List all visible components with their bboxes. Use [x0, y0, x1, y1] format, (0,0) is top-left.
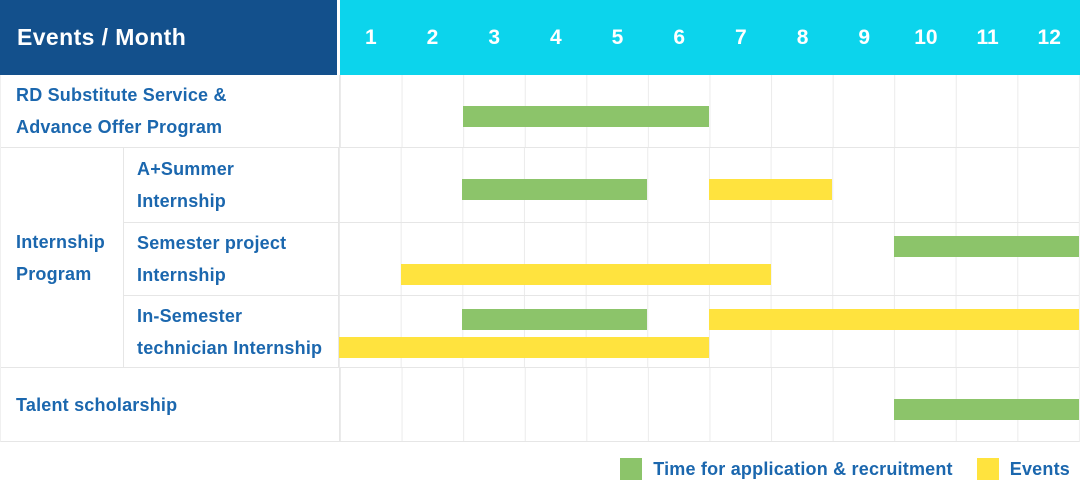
month-label: 9: [858, 25, 871, 49]
row-label-line: Internship: [137, 265, 227, 285]
month-label: 5: [611, 25, 624, 49]
row-label-line: Semester project: [137, 233, 287, 253]
group-label-line: Program: [16, 263, 92, 284]
gantt-track-talent-scholarship: [340, 368, 1079, 441]
gantt-bar-event: [400, 264, 771, 285]
row-label-line: Internship: [137, 191, 227, 211]
month-label: 11: [976, 25, 999, 49]
legend-label: Time for application & recruitment: [653, 458, 953, 479]
month-label: 6: [673, 25, 686, 49]
gantt-bar-application_recruitment: [894, 399, 1079, 420]
row-label-semester-project: Semester project Internship: [124, 223, 339, 295]
header-events-month-cell: Events / Month: [0, 0, 337, 75]
header-title: Events / Month: [17, 24, 187, 50]
row-label-rd-substitute: RD Substitute Service & Advance Offer Pr…: [1, 75, 340, 147]
row-label-line: A+Summer: [137, 159, 235, 179]
yellow-swatch-icon: [976, 458, 999, 480]
group-label-line: Internship: [16, 231, 106, 252]
month-label: 2: [426, 25, 439, 49]
month-header: 1 2 3 4 5 6 7 8 9 10 11 12: [340, 0, 1080, 75]
gantt-bar-application_recruitment: [894, 236, 1079, 257]
legend-label: Events: [1009, 458, 1070, 479]
gantt-track-semester-project: [339, 223, 1079, 295]
gantt-bar-event: [709, 309, 1079, 330]
month-label: 4: [550, 25, 562, 49]
month-label: 10: [914, 25, 938, 49]
row-label-a-summer: A+Summer Internship: [124, 148, 339, 222]
month-label: 1: [364, 25, 377, 49]
row-label-line: technician Internship: [137, 337, 323, 358]
month-label: 8: [796, 25, 809, 49]
legend-item-events: Events: [976, 458, 1070, 480]
legend: Time for application & recruitment Event…: [0, 442, 1080, 494]
row-label-line: Advance Offer Program: [16, 117, 223, 137]
group-internship-program: Internship Program A+Summer Internship S…: [1, 147, 1079, 367]
month-label: 12: [1037, 25, 1061, 49]
month-label: 3: [488, 25, 501, 49]
row-label-line: RD Substitute Service &: [16, 85, 227, 105]
gantt-bar-event: [709, 179, 833, 200]
row-semester-project-internship: Semester project Internship: [124, 222, 1079, 295]
gantt-track-a-summer: [339, 148, 1079, 222]
table-header: Events / Month 1 2 3 4 5 6 7 8 9 10 11 12: [0, 0, 1080, 75]
row-label-in-semester-technician: In-Semester technician Internship: [124, 296, 339, 367]
gantt-bar-application_recruitment: [462, 309, 648, 330]
group-label-internship-program: Internship Program: [1, 148, 124, 367]
gantt-bar-event: [339, 337, 709, 358]
green-swatch-icon: [620, 458, 643, 480]
row-label-talent-scholarship: Talent scholarship: [1, 368, 340, 441]
legend-item-application-recruitment: Time for application & recruitment: [620, 458, 953, 480]
row-label-line: Talent scholarship: [16, 394, 178, 415]
group-subrows: A+Summer Internship Semester project Int…: [124, 148, 1079, 367]
gantt-bar-application_recruitment: [462, 179, 648, 200]
row-talent-scholarship: Talent scholarship: [1, 367, 1079, 441]
table-body: RD Substitute Service & Advance Offer Pr…: [0, 75, 1080, 442]
row-in-semester-technician-internship: In-Semester technician Internship: [124, 295, 1079, 367]
header-divider: [337, 0, 340, 75]
row-label-line: In-Semester: [137, 305, 243, 326]
row-a-summer-internship: A+Summer Internship: [124, 148, 1079, 222]
row-rd-substitute: RD Substitute Service & Advance Offer Pr…: [1, 75, 1079, 147]
gantt-track-in-semester-technician: [339, 296, 1079, 367]
gantt-bar-application_recruitment: [463, 106, 710, 127]
month-label: 7: [735, 25, 747, 49]
gantt-track-rd-substitute: [340, 75, 1079, 147]
